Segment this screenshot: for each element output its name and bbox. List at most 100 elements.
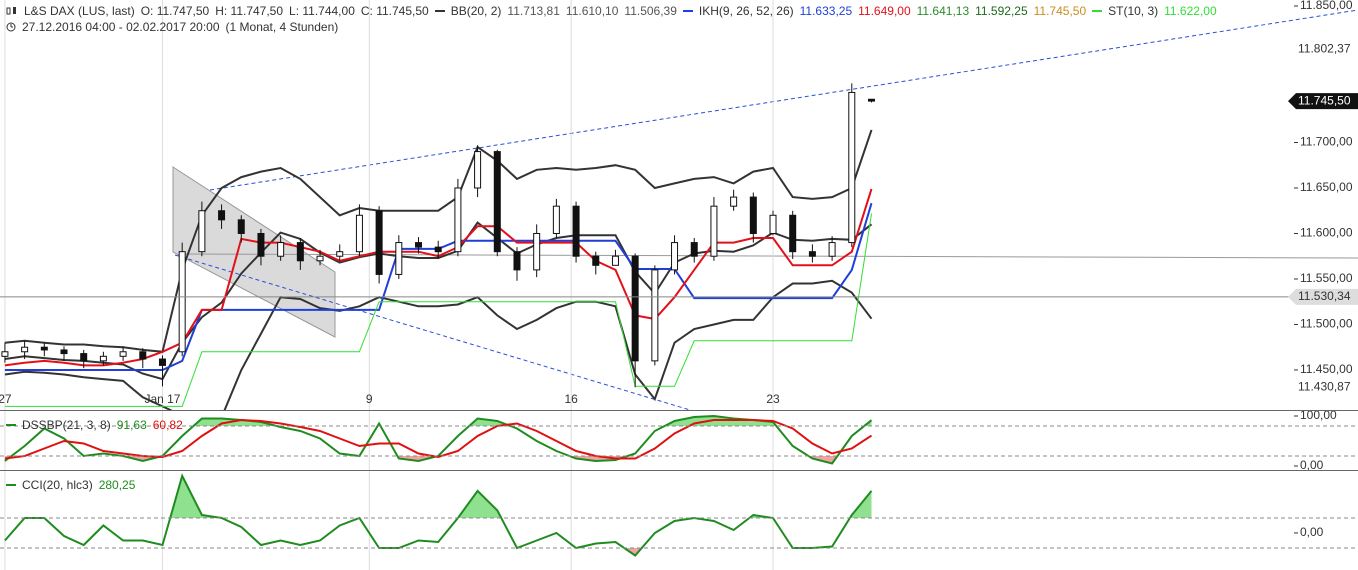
candle-body: [139, 351, 147, 360]
candle-body: [296, 242, 304, 262]
indicator-value: 11.641,13: [916, 4, 970, 18]
indicator-value: 60,82: [152, 418, 183, 432]
candle-body: [513, 251, 521, 271]
candle-body: [789, 214, 797, 253]
candle-body: [257, 232, 265, 257]
candle-body: [277, 242, 285, 257]
candle-body: [119, 351, 127, 357]
indicator-value: 11.610,10: [565, 4, 619, 18]
candle-body: [316, 255, 324, 262]
candle-body: [769, 214, 777, 234]
indicator-value: 11.633,25: [799, 4, 853, 18]
candle-body: [395, 242, 403, 275]
ohlc-value: C: 11.745,50: [360, 4, 429, 18]
candle-body: [533, 232, 541, 271]
candle-body: [158, 358, 166, 366]
overlay-line: [4, 202, 873, 371]
indicator-legend: CCI(20, hlc3) 280,25: [6, 478, 135, 492]
header-row: 27.12.2016 04:00 - 02.02.2017 20:00 (1 M…: [6, 20, 338, 34]
x-tick-label: 23: [766, 392, 780, 406]
candle-body: [355, 214, 363, 253]
x-tick-label: 16: [564, 392, 578, 406]
candle-body: [218, 210, 226, 221]
y-tick-label: 11.850,00: [1300, 0, 1353, 12]
legend-swatch: [6, 424, 16, 426]
indicator-value: 91,63: [116, 418, 147, 432]
header-row: L&S DAX (LUS, last) O: 11.747,50 H: 11.747…: [6, 4, 1217, 18]
candle-body: [651, 269, 659, 362]
indicator-value: 11.592,25: [975, 4, 1028, 18]
candle-body: [848, 91, 856, 244]
candle-body: [21, 346, 29, 353]
candle-body: [434, 246, 442, 253]
y-tick-label: 11.450,00: [1300, 362, 1353, 376]
legend-swatch: [434, 10, 445, 12]
candle-body: [237, 219, 245, 234]
y-tick-label: 100,00: [1300, 408, 1337, 422]
indicator-value: 11.745,50: [1033, 4, 1087, 18]
price-badge: [1288, 93, 1358, 110]
indicator-line: [4, 473, 873, 557]
ohlc-value: H: 11.747,50: [215, 4, 284, 18]
candle-body: [690, 242, 698, 257]
indicator-name: BB(20, 2): [450, 4, 502, 18]
ohlc-value: O: 11.747,50: [140, 4, 210, 18]
x-tick-label: 9: [366, 392, 373, 406]
indicator-name: CCI(20, hlc3): [22, 478, 93, 492]
candle-body: [375, 210, 383, 275]
symbol: L&S DAX (LUS, last): [24, 4, 135, 18]
price-label: 11.430,87: [1298, 380, 1351, 394]
candle-body: [474, 151, 482, 189]
chart-icon: [6, 7, 16, 15]
trend-line: [174, 254, 691, 411]
trend-line: [209, 9, 1358, 191]
candle-body: [80, 353, 88, 362]
candle-body: [611, 255, 619, 266]
panel: [4, 471, 873, 570]
price-badge: [1288, 288, 1358, 305]
overlay-line: [4, 129, 873, 353]
indicator-name: DSSBP(21, 3, 8): [22, 418, 111, 432]
y-tick-label: 0,00: [1300, 525, 1324, 539]
y-tick-label: 11.700,00: [1300, 135, 1353, 149]
date-range: 27.12.2016 04:00 - 02.02.2017 20:00: [22, 20, 220, 34]
candle-body: [592, 255, 600, 266]
candle-body: [671, 242, 679, 271]
x-tick-label: Jan 17: [144, 392, 180, 406]
clock-icon: [6, 22, 16, 32]
y-tick-label: 11.550,00: [1300, 271, 1353, 285]
candle-body: [710, 205, 718, 257]
indicator-value: 11.649,00: [858, 4, 911, 18]
candle-body: [749, 196, 757, 234]
candle-body: [808, 251, 816, 257]
y-tick-label: 11.600,00: [1300, 226, 1353, 240]
candle-body: [631, 255, 639, 362]
candle-body: [40, 346, 48, 351]
candle-body: [198, 210, 206, 253]
price-label: 11.530,34: [1298, 289, 1351, 303]
indicator-value: 11.622,00: [1164, 4, 1217, 18]
price-label: 11.745,50: [1298, 93, 1351, 107]
candle-body: [60, 349, 68, 355]
price-label: 11.802,37: [1298, 42, 1351, 56]
indicator-name: IKH(9, 26, 52, 26): [698, 4, 794, 18]
legend-swatch: [6, 484, 16, 486]
candle-body: [572, 205, 580, 257]
indicator-value: 280,25: [98, 478, 136, 492]
y-tick-label: 0,00: [1300, 458, 1324, 472]
drawings: [172, 9, 1358, 411]
indicator-legend: DSSBP(21, 3, 8) 91,63 60,82: [6, 418, 183, 432]
candle-body: [415, 242, 423, 248]
candle-body: [730, 196, 738, 207]
indicator-value: 11.713,81: [507, 4, 560, 18]
period: (1 Monat, 4 Stunden): [225, 20, 339, 34]
overlay-line: [4, 279, 873, 410]
legend-swatch: [682, 10, 693, 12]
candle-body: [1, 351, 9, 357]
candle-body: [336, 251, 344, 257]
y-tick-label: 11.500,00: [1300, 317, 1353, 331]
candle-body: [828, 242, 836, 257]
indicator-value: 11.506,39: [624, 4, 677, 18]
